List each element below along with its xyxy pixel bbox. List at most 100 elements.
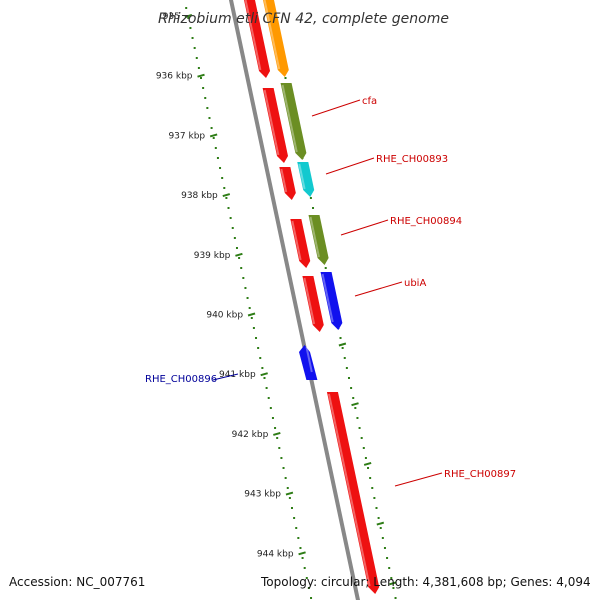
- track-dot: [189, 27, 192, 29]
- gene-highlight: [303, 277, 316, 325]
- track-dot: [284, 77, 287, 79]
- gene-label[interactable]: RHE_CH00894: [390, 216, 462, 227]
- gene-highlight: [298, 163, 306, 190]
- label-leader-line: [354, 281, 403, 297]
- backbone-line: [228, 0, 361, 600]
- gene-feature[interactable]: [302, 276, 324, 332]
- kbp-tick-label: 937 kbp: [168, 131, 205, 141]
- kbp-tick-label: 942 kbp: [232, 430, 269, 440]
- gene-label[interactable]: RHE_CH00897: [444, 469, 516, 480]
- track-dot: [360, 437, 363, 439]
- kbp-tick-label: 941 kbp: [219, 370, 256, 380]
- kbp-tick-label: 938 kbp: [181, 191, 218, 201]
- label-leader-line: [325, 157, 375, 175]
- gene-highlight: [280, 168, 288, 193]
- outer-tick-mark: [363, 461, 372, 466]
- gene-label[interactable]: RHE_CH00896: [145, 374, 217, 385]
- track-dot: [288, 497, 291, 499]
- track-dot: [307, 587, 310, 589]
- label-leader-line: [394, 472, 443, 487]
- track-dot: [354, 407, 357, 409]
- gene-cfa[interactable]: [280, 83, 307, 160]
- gene-rhe-ch00897[interactable]: [326, 392, 380, 594]
- kbp-tick-mark: [235, 252, 243, 257]
- track-dot: [299, 547, 302, 549]
- track-dot: [356, 417, 359, 419]
- gene-feature[interactable]: [279, 167, 296, 200]
- track-dot: [261, 367, 264, 369]
- track-dot: [280, 457, 283, 459]
- gene-features: [242, 0, 380, 594]
- gene-highlight: [327, 393, 371, 587]
- kbp-tick-mark: [273, 431, 281, 436]
- gene-label[interactable]: RHE_CH00893: [376, 154, 448, 165]
- track-dot: [248, 307, 251, 309]
- track-dot: [227, 207, 230, 209]
- track-dot: [223, 187, 226, 189]
- kbp-tick-mark: [298, 551, 306, 556]
- gene-rhe-ch00893[interactable]: [297, 162, 315, 197]
- track-dot: [345, 367, 348, 369]
- gene-rhe-ch00896[interactable]: [299, 345, 318, 380]
- track-dot: [244, 287, 247, 289]
- track-dot: [187, 17, 190, 19]
- kbp-tick-label: 943 kbp: [244, 490, 281, 500]
- gene-highlight: [244, 0, 262, 71]
- kbp-tick-mark: [222, 193, 231, 198]
- kbp-tick-mark: [184, 14, 193, 18]
- track-dot: [381, 537, 384, 539]
- gene-label[interactable]: ubiA: [404, 278, 426, 289]
- gene-highlight: [263, 89, 280, 156]
- gene-label[interactable]: cfa: [362, 96, 377, 107]
- track-dot: [379, 527, 382, 529]
- track-dot: [259, 357, 262, 359]
- track-dot: [195, 57, 198, 59]
- gene-highlight: [291, 220, 302, 261]
- map-title: Rhizobium etli CFN 42, complete genome: [158, 11, 449, 27]
- track-dot: [276, 437, 279, 439]
- track-dot: [362, 447, 365, 449]
- gene-rhe-ch00894[interactable]: [308, 215, 329, 265]
- track-dot: [297, 537, 300, 539]
- gene-feature[interactable]: [262, 88, 289, 163]
- track-dot: [225, 197, 228, 199]
- gene-ubia[interactable]: [320, 272, 343, 330]
- track-dot: [305, 577, 308, 579]
- track-dot: [265, 387, 268, 389]
- track-dot: [324, 267, 327, 269]
- track-dot: [339, 337, 342, 339]
- genome-summary-text: Topology: circular; Length: 4,381,608 bp…: [260, 575, 591, 589]
- track-dot: [364, 457, 367, 459]
- outer-tick-mark: [338, 342, 347, 347]
- outer-tick-mark: [389, 581, 397, 586]
- track-dot: [394, 597, 397, 599]
- track-dot: [202, 87, 205, 89]
- track-dot: [206, 107, 209, 109]
- gene-feature[interactable]: [242, 0, 271, 78]
- track-dot: [233, 237, 236, 239]
- gene-highlight: [281, 84, 298, 153]
- genome-backbone: [228, 0, 361, 600]
- kbp-tick-label: 936 kbp: [156, 72, 193, 82]
- track-dot: [390, 577, 393, 579]
- kbp-tick-label: 939 kbp: [194, 251, 231, 261]
- track-dot: [350, 387, 353, 389]
- gene-highlight: [263, 0, 281, 70]
- gene-feature[interactable]: [290, 219, 311, 268]
- kbp-tick-label: 935: [163, 12, 180, 22]
- track-dot: [238, 257, 241, 259]
- track-dot: [392, 587, 395, 589]
- track-dot: [250, 317, 253, 319]
- gene-feature[interactable]: [261, 0, 289, 77]
- track-dot: [185, 7, 188, 9]
- track-dot: [212, 137, 215, 139]
- track-dot: [303, 567, 306, 569]
- kbp-tick-label: 944 kbp: [257, 549, 294, 559]
- track-dot: [242, 277, 245, 279]
- kbp-tick-mark: [197, 73, 205, 78]
- track-dot: [386, 557, 389, 559]
- track-dot: [284, 477, 287, 479]
- kbp-scale: 935 936 kbp 937 kbp 938 kbp 939 kbp 940 kbp 94…: [156, 12, 397, 586]
- kbp-tick-mark: [247, 312, 256, 317]
- track-dot: [369, 477, 372, 479]
